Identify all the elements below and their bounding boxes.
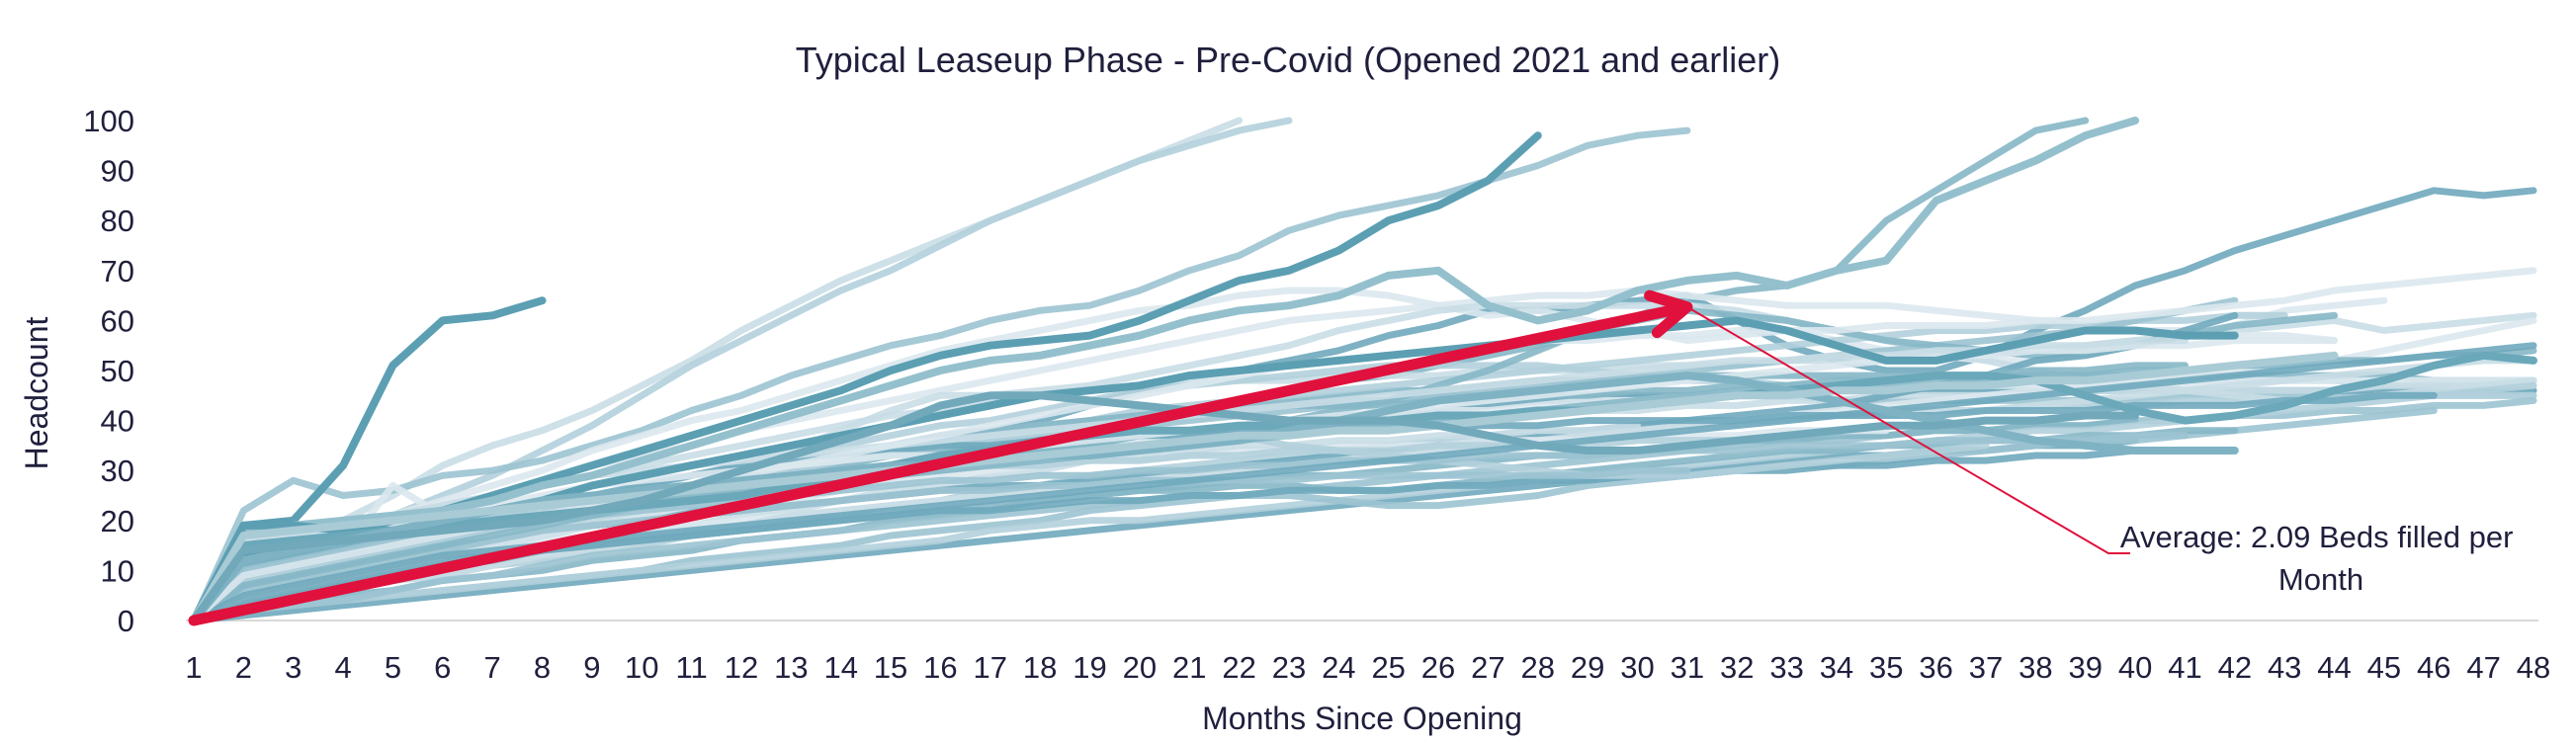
x-tick-label: 34 (1820, 650, 1853, 685)
x-tick-label: 10 (625, 650, 658, 685)
x-tick-label: 30 (1620, 650, 1654, 685)
x-tick-label: 22 (1222, 650, 1255, 685)
y-tick-label: 40 (101, 404, 134, 439)
x-tick-label: 26 (1421, 650, 1455, 685)
x-axis-ticks: 1 2 3 4 5 6 7 8 9 10 11 12 13 14 15 16 17 18 19 20 21 22 23 24 2… (185, 650, 2550, 685)
y-axis-ticks: 0 10 20 30 40 50 60 70 80 90 100 (83, 104, 134, 638)
x-tick-label: 8 (534, 650, 551, 685)
y-tick-label: 50 (101, 354, 134, 388)
y-tick-label: 80 (101, 204, 134, 238)
highlight-series-line (190, 372, 2239, 624)
average-trend: Average: 2.09 Beds filled per Month (188, 289, 2522, 626)
x-tick-label: 20 (1123, 650, 1157, 685)
y-tick-label: 30 (101, 454, 134, 488)
x-tick-label: 9 (583, 650, 600, 685)
x-tick-label: 38 (2018, 650, 2052, 685)
y-axis-label: Headcount (19, 317, 54, 470)
chart-title: Typical Leaseup Phase - Pre-Covid (Opene… (796, 40, 1781, 80)
x-tick-label: 40 (2118, 650, 2152, 685)
series-line (190, 466, 1691, 624)
x-tick-label: 44 (2317, 650, 2351, 685)
x-tick-label: 12 (725, 650, 758, 685)
series-line (190, 437, 2139, 624)
x-tick-label: 21 (1172, 650, 1206, 685)
y-tick-label: 60 (101, 303, 134, 338)
x-tick-label: 33 (1769, 650, 1803, 685)
x-tick-label: 16 (923, 650, 957, 685)
x-tick-label: 6 (434, 650, 451, 685)
x-tick-label: 15 (874, 650, 907, 685)
x-tick-label: 4 (334, 650, 351, 685)
x-tick-label: 32 (1720, 650, 1754, 685)
x-tick-label: 24 (1322, 650, 1355, 685)
series-line (190, 126, 1691, 624)
x-tick-label: 43 (2268, 650, 2301, 685)
x-tick-label: 19 (1073, 650, 1106, 685)
x-tick-label: 45 (2367, 650, 2401, 685)
highlight-series-line (190, 391, 2140, 624)
x-tick-label: 37 (1969, 650, 2003, 685)
x-tick-label: 35 (1869, 650, 1903, 685)
y-tick-label: 20 (101, 504, 134, 538)
y-tick-label: 70 (101, 254, 134, 289)
series-line (190, 381, 2537, 624)
average-annotation-line-1: Average: 2.09 Beds filled per (2120, 520, 2514, 554)
x-tick-label: 13 (774, 650, 808, 685)
y-tick-label: 90 (101, 154, 134, 189)
x-tick-label: 42 (2218, 650, 2252, 685)
x-axis-label: Months Since Opening (1202, 701, 1522, 736)
average-annotation: Average: 2.09 Beds filled per Month (2120, 520, 2522, 597)
x-tick-label: 47 (2466, 650, 2500, 685)
x-tick-label: 25 (1371, 650, 1405, 685)
x-tick-label: 29 (1571, 650, 1604, 685)
x-tick-label: 1 (185, 650, 202, 685)
x-tick-label: 14 (823, 650, 857, 685)
x-tick-label: 7 (484, 650, 501, 685)
y-tick-label: 100 (83, 104, 134, 138)
x-tick-label: 11 (676, 650, 708, 685)
y-tick-label: 0 (118, 604, 134, 638)
x-tick-label: 28 (1521, 650, 1555, 685)
x-tick-label: 2 (235, 650, 252, 685)
x-tick-label: 18 (1023, 650, 1057, 685)
x-tick-label: 5 (385, 650, 401, 685)
x-tick-label: 39 (2069, 650, 2103, 685)
x-tick-label: 31 (1671, 650, 1704, 685)
annotation-leader-line (1686, 305, 2130, 554)
average-annotation-line-2: Month (2278, 562, 2363, 597)
x-tick-label: 36 (1919, 650, 1952, 685)
x-tick-label: 48 (2517, 650, 2550, 685)
x-tick-label: 17 (974, 650, 1007, 685)
x-tick-label: 27 (1471, 650, 1504, 685)
highlight-series-line (190, 351, 2339, 624)
x-tick-label: 41 (2168, 650, 2201, 685)
x-tick-label: 23 (1272, 650, 1306, 685)
average-trend-arrow (188, 301, 1693, 626)
series-line (190, 287, 2388, 624)
y-tick-label: 10 (101, 553, 134, 588)
x-tick-label: 3 (285, 650, 301, 685)
highlight-series-lines (190, 117, 2537, 624)
x-tick-label: 46 (2417, 650, 2450, 685)
highlight-series-line (190, 117, 2140, 624)
